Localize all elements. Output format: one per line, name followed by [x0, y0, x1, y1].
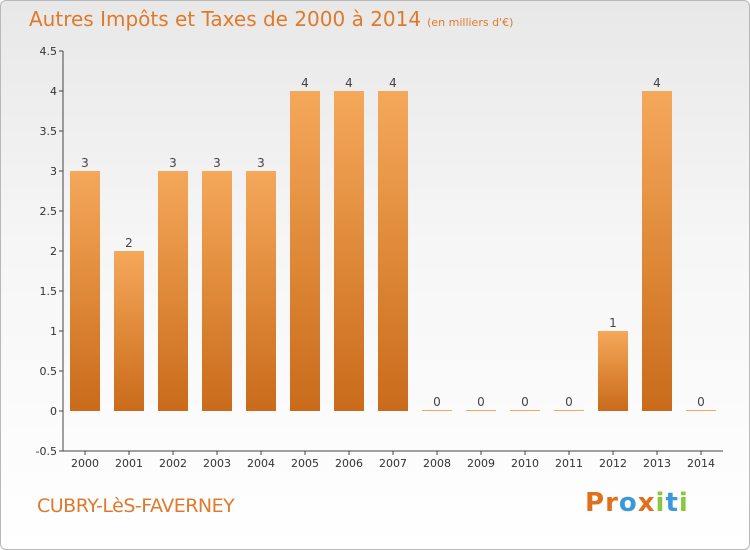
- chart-title-text: Autres Impôts et Taxes de 2000 à 2014: [29, 7, 422, 31]
- y-tick-label: 2: [50, 245, 57, 258]
- x-tick-label: 2012: [599, 457, 627, 470]
- bar: [642, 91, 672, 411]
- data-label: 0: [697, 395, 705, 409]
- x-tick-label: 2001: [115, 457, 143, 470]
- bar: [598, 331, 628, 411]
- x-tick-label: 2004: [247, 457, 275, 470]
- bar: [70, 171, 100, 411]
- y-tick-label: 4: [50, 85, 57, 98]
- data-label: 3: [257, 156, 265, 170]
- x-tick-label: 2009: [467, 457, 495, 470]
- x-tick-label: 2007: [379, 457, 407, 470]
- y-tick-label: 0.5: [40, 365, 58, 378]
- bar: [554, 410, 584, 411]
- y-tick-label: 2.5: [40, 205, 58, 218]
- data-label: 0: [521, 395, 529, 409]
- bar: [378, 91, 408, 411]
- x-tick-label: 2014: [687, 457, 715, 470]
- commune-name: CUBRY-LèS-FAVERNEY: [37, 495, 235, 517]
- data-labels: 3 2 3 3 3 4 4 4 0 0 0 0 1 4 0: [81, 76, 705, 409]
- y-tick-label: 1.5: [40, 285, 58, 298]
- y-tick-label: 4.5: [40, 45, 58, 58]
- logo-letter: x: [637, 488, 656, 518]
- y-tick-label: 0: [50, 405, 57, 418]
- data-label: 0: [565, 395, 573, 409]
- y-tick-label: 3: [50, 165, 57, 178]
- data-label: 0: [433, 395, 441, 409]
- x-tick-label: 2013: [643, 457, 671, 470]
- bar: [114, 251, 144, 411]
- y-tick-label: 3.5: [40, 125, 58, 138]
- logo-letter: r: [605, 488, 619, 518]
- bar: [202, 171, 232, 411]
- data-label: 4: [389, 76, 397, 90]
- bar: [422, 410, 452, 411]
- logo-letter: o: [618, 488, 638, 518]
- data-label: 2: [125, 236, 133, 250]
- data-label: 0: [477, 395, 485, 409]
- x-tick-label: 2008: [423, 457, 451, 470]
- data-label: 3: [81, 156, 89, 170]
- bar: [686, 410, 716, 411]
- x-tick-label: 2003: [203, 457, 231, 470]
- x-tick-label: 2006: [335, 457, 363, 470]
- data-label: 1: [609, 316, 617, 330]
- x-tick-label: 2000: [71, 457, 99, 470]
- x-tick-label: 2002: [159, 457, 187, 470]
- bar: [510, 410, 540, 411]
- bar: [246, 171, 276, 411]
- logo-letter: i: [655, 488, 666, 518]
- logo-letter: t: [665, 488, 679, 518]
- bar: [158, 171, 188, 411]
- x-tick-label: 2011: [555, 457, 583, 470]
- data-label: 3: [213, 156, 221, 170]
- bar: [334, 91, 364, 411]
- y-tick-label: -0.5: [36, 445, 57, 458]
- proxiti-logo: Proxiti: [585, 488, 689, 518]
- data-label: 4: [653, 76, 661, 90]
- data-label: 3: [169, 156, 177, 170]
- data-label: 4: [301, 76, 309, 90]
- bar: [466, 410, 496, 411]
- x-tick-label: 2010: [511, 457, 539, 470]
- y-tick-label: 1: [50, 325, 57, 338]
- chart-unit: (en milliers d'€): [427, 16, 514, 29]
- bar: [290, 91, 320, 411]
- data-label: 4: [345, 76, 353, 90]
- x-tick-label: 2005: [291, 457, 319, 470]
- bars: [70, 91, 716, 411]
- logo-letter: P: [585, 488, 606, 518]
- logo-letter: i: [678, 488, 689, 518]
- chart-title: Autres Impôts et Taxes de 2000 à 2014 (en…: [29, 7, 513, 31]
